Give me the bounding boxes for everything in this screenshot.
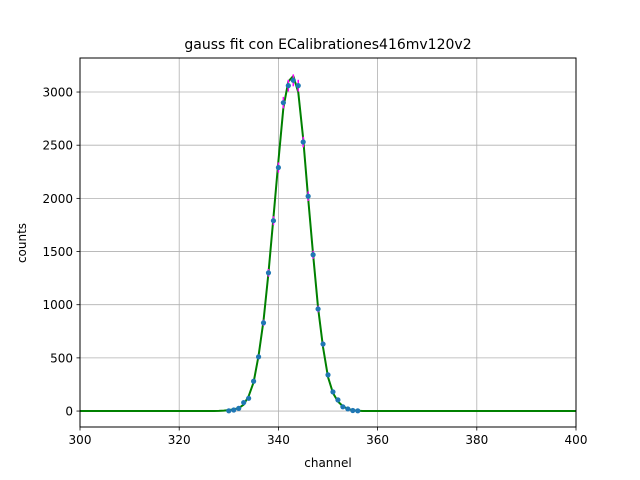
- y-tick-label: 1500: [42, 245, 73, 259]
- x-tick-label: 320: [168, 433, 191, 447]
- x-tick-label: 300: [69, 433, 92, 447]
- data-point: [345, 406, 351, 412]
- fit-curve: [80, 75, 576, 413]
- data-point: [350, 407, 356, 414]
- data-point: [340, 404, 346, 410]
- data-point: [335, 397, 341, 403]
- data-point: [305, 193, 311, 199]
- chart-title: gauss fit con ECalibrationes416mv120v2: [184, 37, 471, 53]
- plot-area-frame: [79, 57, 577, 428]
- data-points: [226, 77, 361, 414]
- data-point: [300, 139, 306, 145]
- data-point: [330, 389, 336, 395]
- y-tick-label: 2500: [42, 139, 73, 153]
- data-point: [236, 405, 242, 411]
- data-point: [270, 218, 277, 224]
- data-point: [290, 77, 296, 83]
- x-axis-ticks: 300 320 340 360 380 400: [69, 427, 588, 447]
- error-bars: [228, 74, 359, 411]
- x-axis-label: channel: [304, 456, 351, 470]
- data-point: [265, 270, 272, 276]
- data-point: [251, 378, 257, 384]
- data-point: [280, 100, 286, 106]
- y-tick-label: 3000: [42, 86, 73, 100]
- data-point: [325, 372, 331, 378]
- x-tick-label: 400: [565, 433, 588, 447]
- y-tick-label: 0: [65, 405, 73, 419]
- y-tick-label: 500: [50, 351, 73, 365]
- data-point: [320, 341, 326, 347]
- data-point: [310, 252, 316, 258]
- y-axis-label: counts: [15, 223, 29, 263]
- data-point: [241, 399, 247, 406]
- x-tick-label: 340: [267, 433, 290, 447]
- data-point: [295, 83, 301, 89]
- data-point: [315, 306, 321, 312]
- data-point: [275, 164, 281, 171]
- data-point: [355, 408, 361, 414]
- data-point: [285, 83, 291, 89]
- y-axis-ticks: 0 500 1000 1500 2000 2500 3000: [42, 86, 80, 419]
- x-tick-label: 360: [366, 433, 389, 447]
- data-point: [246, 395, 252, 401]
- y-tick-label: 2000: [42, 192, 73, 206]
- x-tick-label: 380: [465, 433, 488, 447]
- fit-line: [80, 75, 576, 413]
- data-point: [260, 320, 267, 326]
- data-point: [231, 407, 237, 413]
- y-tick-label: 1000: [42, 298, 73, 312]
- data-point: [255, 354, 262, 360]
- data-point: [226, 408, 232, 414]
